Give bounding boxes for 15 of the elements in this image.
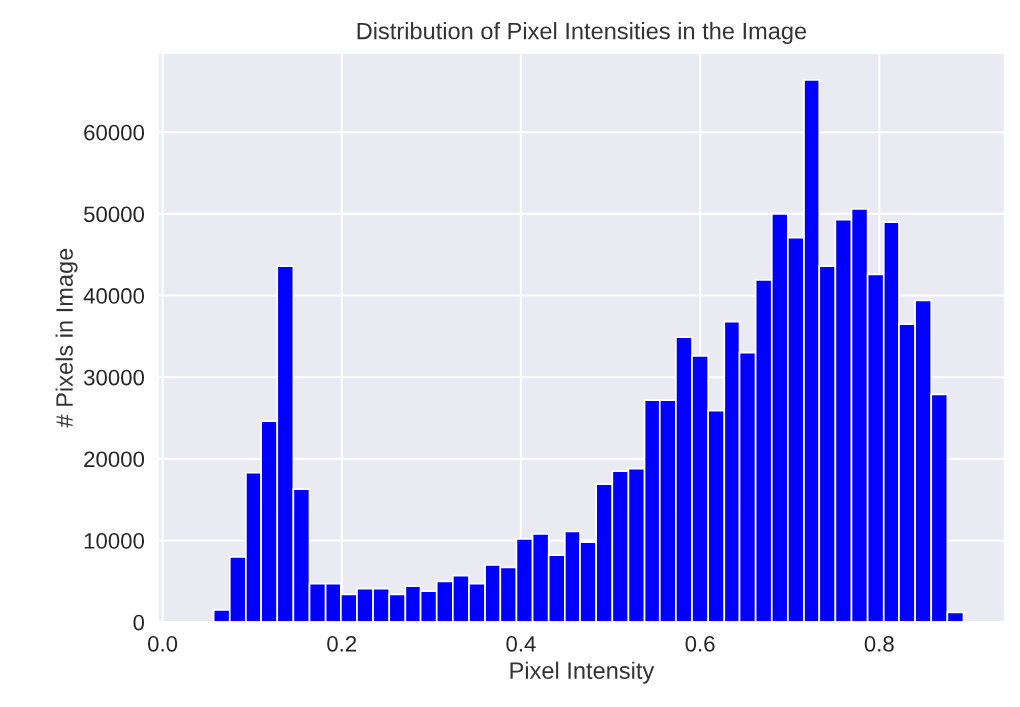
y-tick-label: 30000 <box>83 369 145 386</box>
x-tick-label: 0.8 <box>864 635 894 652</box>
y-tick-label: 20000 <box>84 451 145 468</box>
y-axis-title: # Pixels in Image <box>55 248 78 428</box>
y-tick-label: 50000 <box>84 206 145 223</box>
x-tick-label: 0.0 <box>148 635 178 652</box>
y-tick-label: 60000 <box>84 124 145 141</box>
x-tick-label: 0.4 <box>506 635 536 652</box>
chart-title: Distribution of Pixel Intensities in the Image <box>357 22 807 45</box>
y-tick-label: 40000 <box>83 288 145 304</box>
y-tick-label: 10000 <box>84 533 145 549</box>
x-tick-label: 0.2 <box>327 635 357 652</box>
x-axis-title: Pixel Intensity <box>510 661 655 684</box>
x-tick-label: 0.6 <box>685 635 715 652</box>
y-tick-label: 0 <box>133 614 145 631</box>
